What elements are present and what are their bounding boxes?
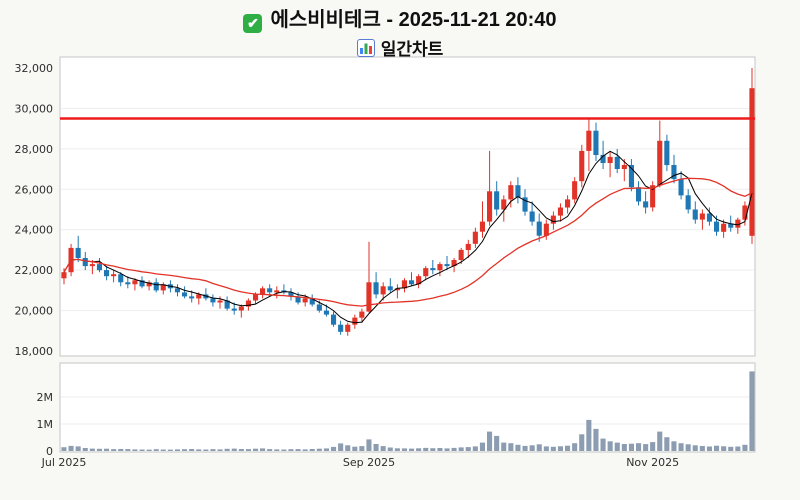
- bar-chart-icon: [356, 39, 375, 62]
- volume-axis-label: 1M: [37, 418, 54, 431]
- volume-panel: [59, 362, 756, 453]
- ma20-line: [63, 177, 753, 307]
- page-title: 에스비비테크 - 2025-11-21 20:40: [270, 9, 557, 31]
- x-axis-label: Sep 2025: [343, 456, 395, 469]
- price-panel: [59, 56, 756, 357]
- chart-type-label: 일간차트: [380, 40, 444, 59]
- x-axis-label: Jul 2025: [41, 456, 87, 469]
- subtitle-row: 일간차트: [0, 35, 800, 62]
- ma5-line: [63, 150, 753, 324]
- candles: [61, 68, 755, 336]
- volume-axis-label: 2M: [37, 391, 54, 404]
- white-check-mark-icon: ✔: [243, 14, 263, 33]
- volume-bars: [61, 371, 755, 452]
- price-axis-label: 32,000: [15, 62, 54, 75]
- price-axis-label: 22,000: [15, 264, 54, 277]
- title-row: ✔ 에스비비테크 - 2025-11-21 20:40: [0, 3, 800, 33]
- volume-axis-label: 0: [46, 445, 53, 458]
- price-axis-label: 18,000: [15, 345, 54, 358]
- chart-header: ✔ 에스비비테크 - 2025-11-21 20:40 일간차트: [0, 3, 800, 62]
- price-axis-label: 24,000: [15, 224, 54, 237]
- price-axis-label: 20,000: [15, 305, 54, 318]
- price-axis-label: 28,000: [15, 143, 54, 156]
- price-axis-label: 26,000: [15, 183, 54, 196]
- price-axis-label: 30,000: [15, 102, 54, 115]
- x-axis-label: Nov 2025: [626, 456, 679, 469]
